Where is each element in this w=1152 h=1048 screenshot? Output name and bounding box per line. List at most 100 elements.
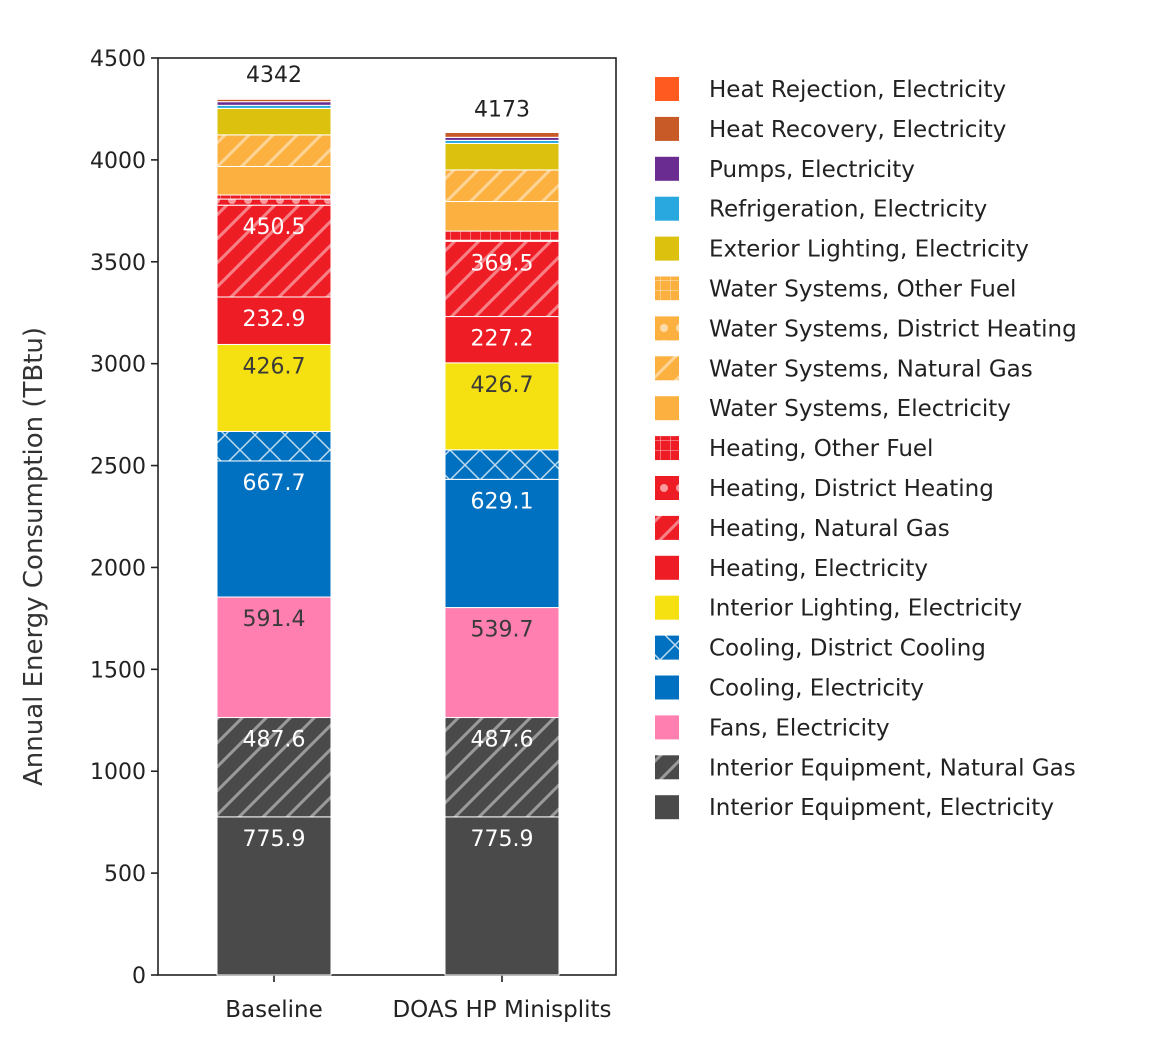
legend-item-water-systems-other-fuel: Water Systems, Other Fuel [655,276,1016,303]
legend-label: Heat Rejection, Electricity [709,77,1006,103]
data-label: 450.5 [243,215,306,240]
data-label: 629.1 [471,489,534,514]
bar-segment-interior-equipment-electricity [444,816,560,976]
y-tick-label: 4500 [90,47,146,72]
data-label: 487.6 [471,728,534,753]
bar-segment-heating-electricity [444,316,560,364]
x-tick-label: Baseline [225,997,323,1023]
legend-label: Water Systems, District Heating [709,316,1077,342]
bar-stack-doas-hp-minisplits: 775.9 487.6 539.7 629.1 426.7 227.2 369.5 4173 [444,98,560,976]
total-label: 4173 [474,98,530,123]
bar-segment-exterior-lighting-electricity [444,142,560,171]
legend-label: Refrigeration, Electricity [709,197,987,223]
data-label: 591.4 [243,607,306,632]
bar-segment-water-systems-electricity [444,201,560,232]
legend-label: Cooling, Electricity [709,676,924,702]
bar-segment-heating-other-fuel [216,194,332,200]
legend-label: Heat Recovery, Electricity [709,117,1006,143]
legend-label: Heating, District Heating [709,476,994,502]
legend-swatch [655,515,679,540]
bar-segment-exterior-lighting-electricity [216,107,332,136]
y-tick-label: 3500 [90,251,146,276]
bar-segment-water-systems-natural-gas [216,134,332,167]
y-tick-label: 2500 [90,455,146,480]
data-label: 369.5 [471,251,534,276]
legend-label: Interior Lighting, Electricity [709,596,1022,622]
bar-segment-heat-recovery-electricity [444,131,560,138]
legend-item-refrigeration-electricity: Refrigeration, Electricity [655,196,987,223]
plot-area: 0 500 1000 1500 2000 2500 3000 3500 4000 4500 Annu… [19,47,617,1023]
legend-swatch [655,595,679,620]
bar-segment-water-systems-natural-gas [444,169,560,203]
legend-label: Heating, Natural Gas [709,516,950,542]
legend-item-heat-rejection-electricity: Heat Rejection, Electricity [655,77,1006,103]
bar-segment-interior-equipment-natural-gas [216,717,332,818]
legend-item-cooling-district-cooling: Cooling, District Cooling [655,635,986,662]
legend-swatch [655,476,679,500]
legend-item-fans-electricity: Fans, Electricity [655,715,890,741]
bar-segment-heating-district-heating [216,198,332,206]
legend-label: Water Systems, Electricity [709,396,1011,422]
y-axis-label: Annual Energy Consumption (TBtu) [19,327,49,786]
bar-segment-interior-lighting-electricity [216,343,332,432]
legend-swatch [655,77,679,101]
legend-item-heating-natural-gas: Heating, Natural Gas [655,515,950,542]
legend-swatch [655,236,679,261]
legend-label: Pumps, Electricity [709,157,915,183]
bar-segment-fans-electricity [216,596,332,719]
legend-item-pumps-electricity: Pumps, Electricity [655,156,915,183]
legend-swatch [655,396,679,421]
bar-segment-pumps-electricity [216,101,332,106]
legend-swatch [655,276,679,301]
legend-item-heating-other-fuel: Heating, Other Fuel [655,436,933,462]
legend-swatch [655,675,679,700]
legend-swatch [655,156,679,181]
x-tick-label: DOAS HP Minisplits [392,997,611,1023]
bar-segment-heating-natural-gas [444,240,560,318]
legend-item-cooling-electricity: Cooling, Electricity [655,675,924,702]
bar-segment-water-systems-electricity [216,165,332,196]
bar-segment-heat-rejection-electricity [444,131,560,133]
legend-item-heating-electricity: Heating, Electricity [655,555,928,582]
y-tick-label: 3000 [90,353,146,378]
data-label: 426.7 [243,354,306,379]
legend-swatch [655,436,679,461]
bar-segment-cooling-electricity [444,478,560,609]
bar-segment-cooling-district-cooling [444,449,560,480]
data-label: 775.9 [243,827,306,852]
total-label: 4342 [246,63,302,88]
data-label: 667.7 [243,471,306,496]
bar-segment-heating-electricity [216,296,332,345]
legend-swatch [655,715,679,740]
bar-segment-interior-equipment-natural-gas [444,717,560,818]
data-label: 539.7 [471,618,534,643]
legend: Heat Rejection, Electricity Heat Recovery… [655,77,1077,821]
bar-segment-heating-natural-gas [216,204,332,298]
data-label: 227.2 [471,327,534,352]
legend-swatch [655,555,679,580]
y-tick-label: 2000 [90,556,146,581]
bars: 775.9487.6591.4667.7426.7232.9450.543427… [216,63,560,976]
legend-label: Fans, Electricity [709,715,890,741]
bar-segment-interior-equipment-electricity [216,816,332,976]
legend-swatch [655,316,679,341]
bar-segment-interior-lighting-electricity [444,362,560,451]
y-tick-label: 1000 [90,760,146,785]
data-label: 426.7 [471,373,534,398]
legend-label: Cooling, District Cooling [709,636,986,662]
y-tick-label: 0 [132,964,146,989]
bar-segment-cooling-district-cooling [216,430,332,462]
legend-label: Interior Equipment, Electricity [709,795,1054,821]
legend-label: Interior Equipment, Natural Gas [709,755,1076,781]
legend-swatch [655,755,679,780]
legend-swatch [655,635,679,660]
y-tick-label: 500 [104,862,146,887]
bar-segment-fans-electricity [444,607,560,719]
legend-label: Exterior Lighting, Electricity [709,237,1029,263]
data-label: 487.6 [243,728,306,753]
y-tick-label: 1500 [90,658,146,683]
bar-segment-heat-rejection-electricity [216,97,332,100]
legend-item-water-systems-district-heating: Water Systems, District Heating [655,316,1077,342]
legend-label: Water Systems, Other Fuel [709,277,1016,303]
